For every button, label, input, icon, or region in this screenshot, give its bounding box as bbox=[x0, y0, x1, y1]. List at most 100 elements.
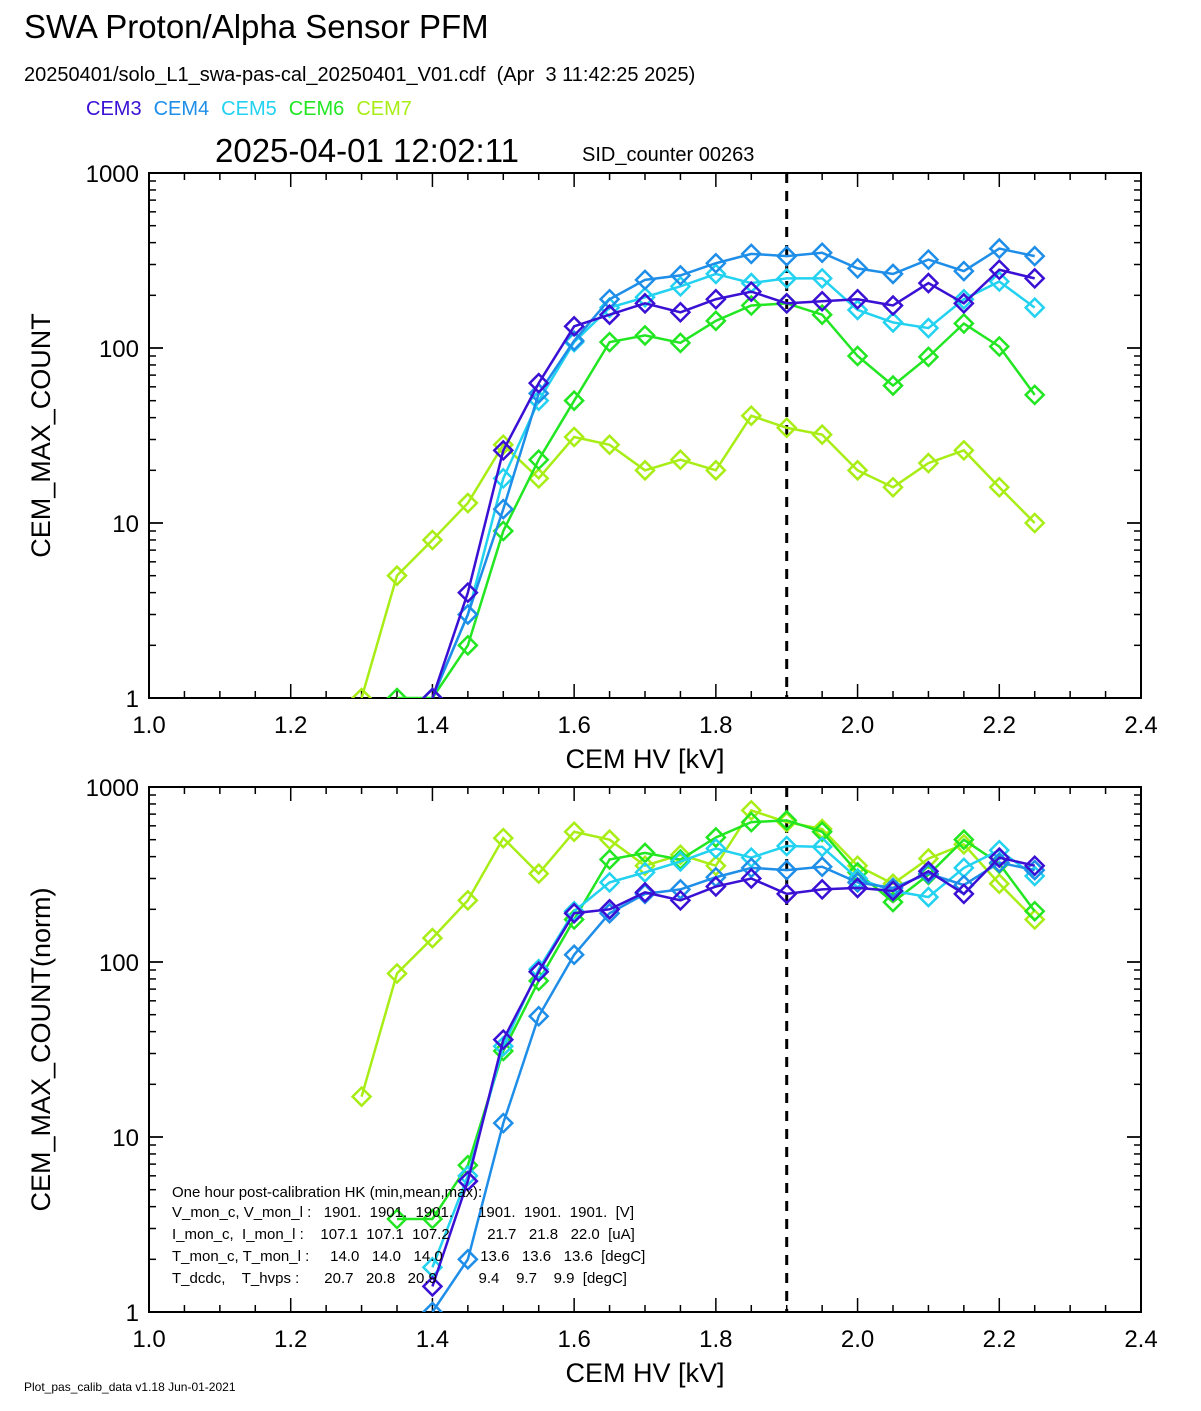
plot2-point-cem3 bbox=[953, 883, 975, 905]
plot2-ytick-label: 1 bbox=[126, 1300, 139, 1327]
plot2-point-cem3 bbox=[917, 860, 940, 883]
plot1-point-cem3 bbox=[811, 290, 833, 313]
plot1-point-cem6 bbox=[598, 331, 621, 353]
plot1-point-cem7 bbox=[457, 492, 479, 514]
plot1-point-cem4 bbox=[1023, 245, 1046, 267]
legend: CEM3 CEM4 CEM5 CEM6 CEM7 bbox=[86, 98, 424, 121]
plot2-point-cem5 bbox=[527, 958, 550, 980]
plot2-point-cem7 bbox=[634, 854, 656, 877]
plot2-point-cem5 bbox=[563, 900, 585, 923]
plot1-point-cem3 bbox=[846, 288, 869, 310]
plot1-point-cem4 bbox=[882, 263, 904, 285]
plot1-point-cem3 bbox=[705, 288, 727, 310]
plot2-point-cem5 bbox=[634, 861, 656, 884]
plot2-y-axis-label: CEM_MAX_COUNT(norm) bbox=[26, 887, 56, 1211]
plot2-point-cem6 bbox=[1023, 900, 1046, 923]
plot2-point-cem3 bbox=[775, 883, 798, 905]
plot2-point-cem7 bbox=[457, 889, 479, 912]
plot1-point-cem3 bbox=[882, 294, 904, 317]
plot1-point-cem7 bbox=[421, 529, 444, 551]
plot1-point-cem3 bbox=[634, 292, 656, 315]
plot2-point-cem7 bbox=[563, 820, 585, 843]
plot2-point-cem7 bbox=[1023, 908, 1046, 931]
plot2-point-cem4 bbox=[917, 862, 940, 885]
plot1-point-cem3 bbox=[457, 581, 479, 604]
plot1-series-cem7 bbox=[350, 404, 1046, 698]
plot2-point-cem6 bbox=[740, 811, 763, 833]
plot2-x-axis-label: CEM HV [kV] bbox=[565, 1358, 724, 1388]
plot2-line-cem3 bbox=[431, 856, 1035, 1287]
plot1-xtick-label: 1.4 bbox=[416, 712, 449, 739]
plot2-ytick-label: 10 bbox=[112, 1125, 139, 1152]
plot2-point-cem4 bbox=[457, 1248, 479, 1271]
plot2-xtick-label: 1.4 bbox=[416, 1326, 449, 1353]
plot1-point-cem7 bbox=[527, 467, 550, 490]
plot2-point-cem4 bbox=[669, 878, 692, 901]
plot2-point-cem3 bbox=[705, 875, 727, 898]
plot1-point-cem6 bbox=[917, 346, 940, 368]
plot2-point-cem3 bbox=[457, 1170, 479, 1192]
plot2-point-cem4 bbox=[846, 871, 869, 894]
plot1-point-cem7 bbox=[917, 452, 940, 474]
plot1-xtick-label: 1.2 bbox=[274, 712, 307, 739]
plot1-point-cem4 bbox=[811, 242, 833, 264]
hk-line-3: T_mon_c, T_mon_l : 14.0 14.0 14.0 13.6 1… bbox=[172, 1248, 646, 1265]
legend-item-cem3: CEM3 bbox=[86, 98, 142, 120]
plot1-point-cem3 bbox=[740, 280, 763, 303]
plot1-point-cem4 bbox=[988, 237, 1011, 260]
plot2-point-cem5 bbox=[705, 837, 727, 860]
plot2-point-cem3 bbox=[740, 867, 763, 890]
hk-line-4: T_dcdc, T_hvps : 20.7 20.8 20.9 9.4 9.7 … bbox=[172, 1270, 627, 1287]
plot1-point-cem6 bbox=[705, 310, 727, 332]
plot1-point-cem3 bbox=[669, 301, 692, 324]
plot2-point-cem3 bbox=[598, 898, 621, 921]
plot2-point-cem6 bbox=[669, 848, 692, 871]
plot2-point-cem7 bbox=[492, 827, 515, 849]
plot2-point-cem6 bbox=[598, 848, 621, 871]
plot2-point-cem3 bbox=[527, 960, 550, 983]
plot2-point-cem5 bbox=[811, 836, 833, 858]
plot1-point-cem6 bbox=[846, 345, 869, 367]
page-title: SWA Proton/Alpha Sensor PFM bbox=[24, 8, 489, 45]
footer-version: Plot_pas_calib_data v1.18 Jun-01-2021 bbox=[24, 1380, 236, 1394]
plot1-point-cem5 bbox=[669, 275, 692, 298]
plot1-ytick-label: 10 bbox=[112, 511, 139, 538]
plot1-point-cem5 bbox=[846, 299, 869, 321]
legend-item-cem7: CEM7 bbox=[356, 98, 412, 120]
plot1-point-cem6 bbox=[1023, 384, 1046, 406]
plot2-point-cem5 bbox=[598, 871, 621, 894]
plot1-point-cem6 bbox=[386, 687, 408, 698]
plot2-point-cem4 bbox=[527, 1005, 550, 1027]
plot1-xtick-label: 2.0 bbox=[841, 712, 874, 739]
plot1-point-cem4 bbox=[634, 269, 656, 291]
plot2-ytick-label: 100 bbox=[99, 950, 139, 977]
plot1-xtick-label: 1.0 bbox=[132, 712, 165, 739]
plot2-point-cem7 bbox=[775, 811, 798, 833]
plot1-point-cem4 bbox=[705, 252, 727, 275]
plot1-point-cem7 bbox=[846, 459, 869, 482]
plot2-point-cem4 bbox=[563, 943, 585, 966]
plot1-point-cem5 bbox=[811, 267, 833, 290]
plot1-line-cem3 bbox=[431, 268, 1036, 698]
plot2-point-cem6 bbox=[811, 820, 833, 843]
plot1-point-cem4 bbox=[669, 264, 692, 287]
plot2-ytick-label: 1000 bbox=[86, 775, 139, 802]
plot1-point-cem5 bbox=[705, 263, 727, 285]
plot1-point-cem4 bbox=[917, 248, 940, 271]
plot1-point-cem7 bbox=[953, 439, 975, 462]
plot1-x-axis-label: CEM HV [kV] bbox=[565, 744, 724, 774]
plot2-point-cem7 bbox=[705, 854, 727, 877]
plot2-point-cem6 bbox=[386, 1208, 408, 1230]
plot1-point-cem7 bbox=[386, 564, 408, 587]
timestamp: 2025-04-01 12:02:11 bbox=[215, 132, 519, 169]
plot1-point-cem6 bbox=[457, 634, 479, 657]
plot1-point-cem3 bbox=[563, 315, 585, 338]
plot1-series-cem3 bbox=[421, 258, 1046, 698]
plot1-point-cem5 bbox=[1023, 296, 1046, 319]
plot1-point-cem7 bbox=[669, 448, 692, 471]
plot2-point-cem5 bbox=[740, 846, 763, 869]
plot1-line-cem6 bbox=[397, 302, 1036, 698]
plot2-series-cem3 bbox=[421, 846, 1046, 1298]
plot1-point-cem3 bbox=[953, 292, 975, 315]
plot1-point-cem4 bbox=[527, 382, 550, 405]
